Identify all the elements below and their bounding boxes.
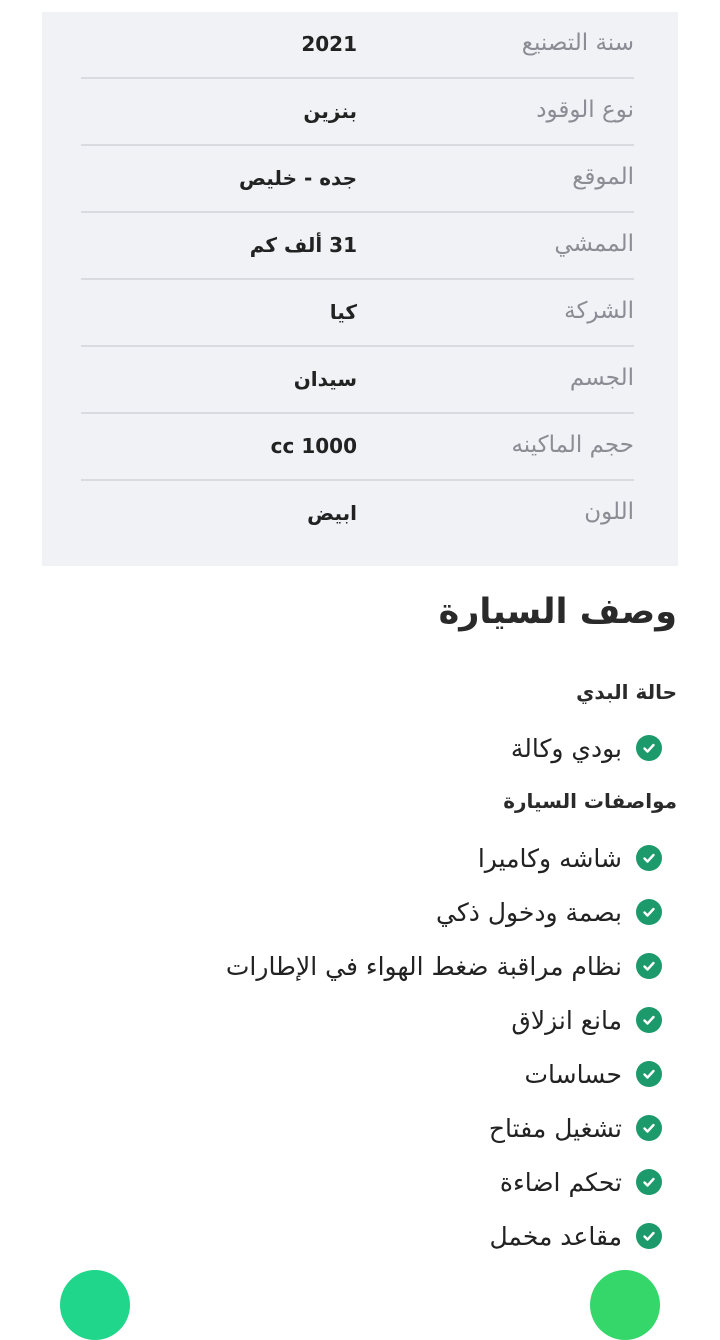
features-heading: مواصفات السيارة (503, 789, 677, 813)
feature-text: تحكم اضاءة (499, 1167, 622, 1197)
check-circle-icon (636, 899, 662, 925)
spec-row: الموقع جده - خليص (81, 146, 634, 213)
spec-row: حجم الماكينه cc 1000 (81, 414, 634, 481)
spec-value: cc 1000 (270, 434, 357, 458)
spec-row: اللون ابيض (81, 481, 634, 548)
check-circle-icon (636, 845, 662, 871)
check-circle-icon (636, 953, 662, 979)
spec-value: سيدان (293, 367, 357, 391)
spec-value: 2021 (301, 32, 357, 56)
spec-label: الجسم (569, 365, 634, 391)
spec-value: 31 ألف كم (249, 233, 357, 257)
whatsapp-button[interactable] (60, 1270, 130, 1340)
spec-value: بنزين (303, 99, 357, 123)
spec-value: ابيض (307, 501, 357, 525)
spec-label: الممشي (554, 231, 634, 257)
feature-text: حساسات (524, 1059, 622, 1089)
feature-item: مقاعد مخمل (489, 1216, 662, 1256)
spec-row: سنة التصنيع 2021 (81, 12, 634, 79)
feature-item: نظام مراقبة ضغط الهواء في الإطارات (226, 946, 662, 986)
feature-text: مانع انزلاق (511, 1005, 622, 1035)
spec-value: جده - خليص (238, 166, 357, 190)
spec-label: الموقع (572, 164, 634, 190)
spec-row: الجسم سيدان (81, 347, 634, 414)
description-title: وصف السيارة (438, 592, 677, 632)
feature-text: بودي وكالة (510, 733, 622, 763)
spec-label: سنة التصنيع (521, 30, 634, 56)
feature-item: مانع انزلاق (511, 1000, 662, 1040)
check-circle-icon (636, 1223, 662, 1249)
check-circle-icon (636, 1007, 662, 1033)
specs-table: سنة التصنيع 2021 نوع الوقود بنزين الموقع جده … (42, 12, 678, 566)
feature-item: تشغيل مفتاح (489, 1108, 662, 1148)
call-button[interactable] (590, 1270, 660, 1340)
body-heading: حالة البدي (576, 680, 677, 704)
feature-item: بصمة ودخول ذكي (436, 892, 662, 932)
feature-text: بصمة ودخول ذكي (436, 897, 622, 927)
spec-row: الشركة كيا (81, 280, 634, 347)
spec-value: كيا (329, 300, 357, 324)
spec-label: اللون (584, 499, 634, 525)
feature-item: حساسات (525, 1054, 662, 1094)
feature-item: شاشه وكاميرا (478, 838, 662, 878)
feature-text: نظام مراقبة ضغط الهواء في الإطارات (225, 951, 622, 981)
spec-label: الشركة (564, 298, 634, 324)
check-circle-icon (636, 735, 662, 761)
spec-row: نوع الوقود بنزين (81, 79, 634, 146)
feature-text: مقاعد مخمل (489, 1221, 622, 1251)
spec-label: نوع الوقود (536, 97, 634, 123)
feature-text: شاشه وكاميرا (477, 843, 622, 873)
feature-text: تشغيل مفتاح (488, 1113, 622, 1143)
spec-label: حجم الماكينه (511, 432, 634, 458)
feature-item: بودي وكالة (511, 728, 662, 768)
feature-item: تحكم اضاءة (500, 1162, 662, 1202)
spec-row: الممشي 31 ألف كم (81, 213, 634, 280)
check-circle-icon (636, 1169, 662, 1195)
check-circle-icon (636, 1061, 662, 1087)
check-circle-icon (636, 1115, 662, 1141)
